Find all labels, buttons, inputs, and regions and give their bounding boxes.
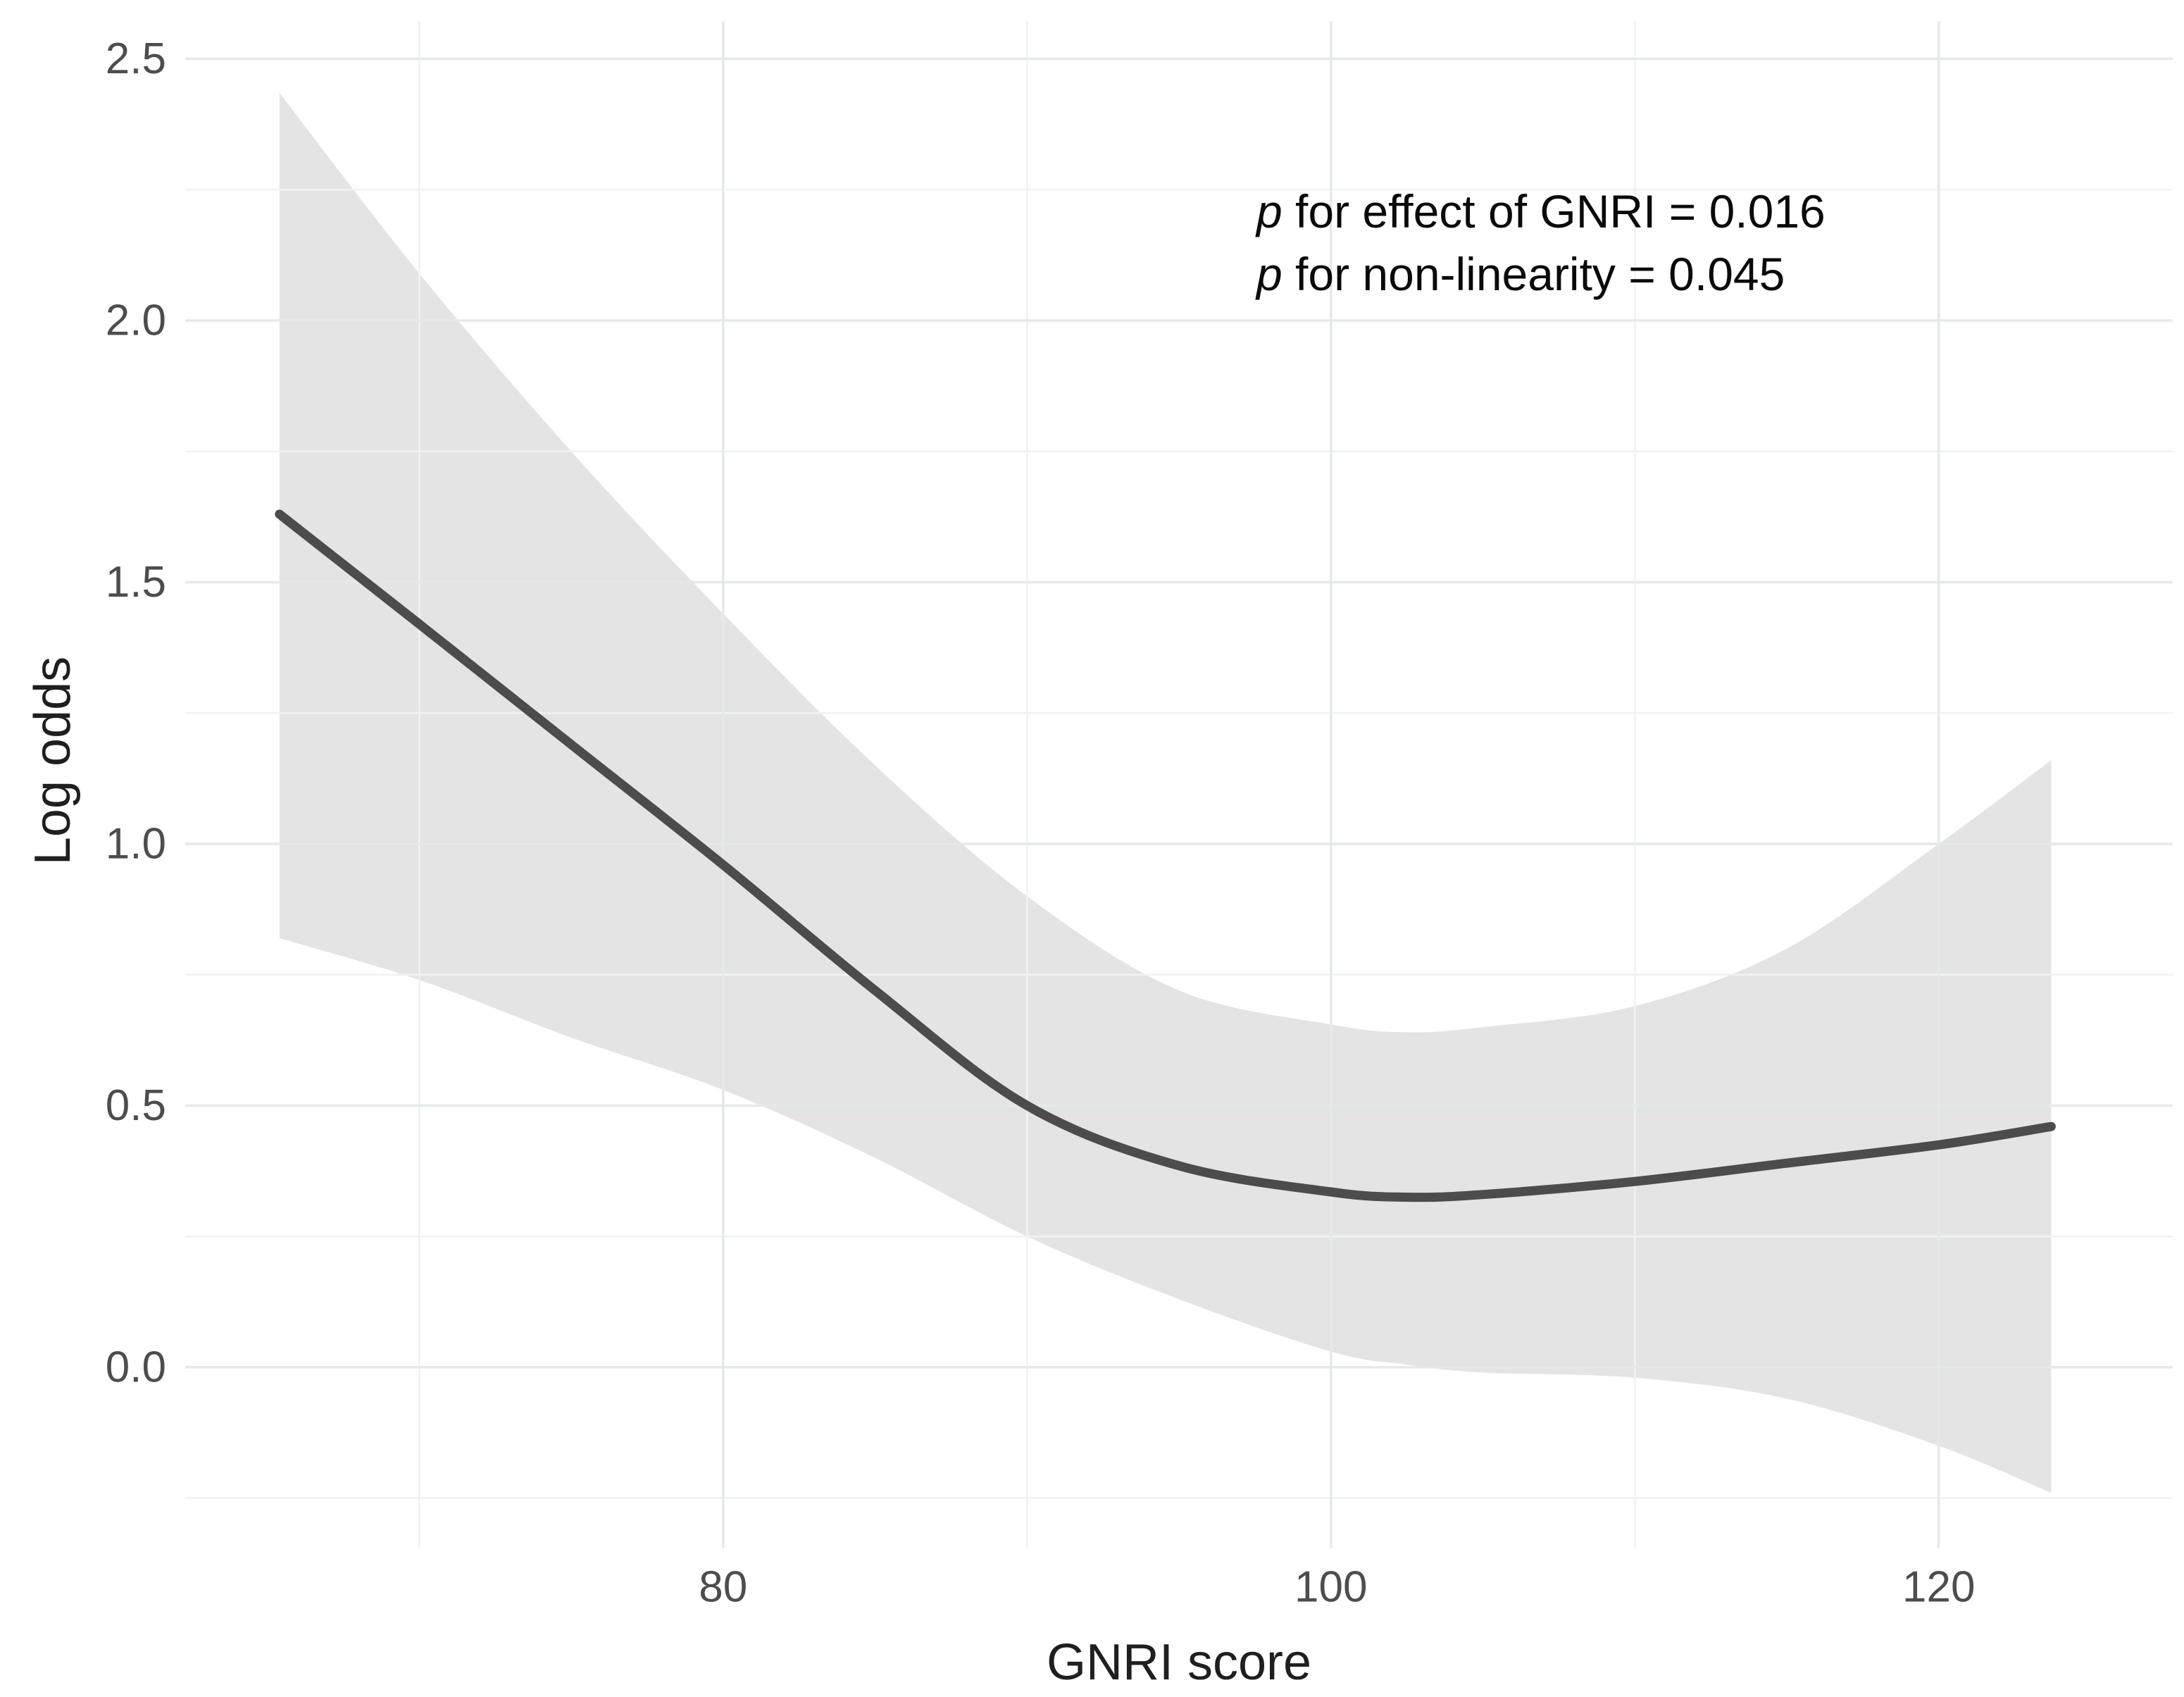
- y-tick-label: 2.5: [106, 35, 166, 83]
- annotation-p-symbol-1: p: [1255, 185, 1283, 237]
- fit-line: [275, 509, 2056, 1202]
- annotation-line-2: p for non-linearity = 0.045: [1255, 248, 1785, 300]
- annotation-p-symbol-2: p: [1255, 248, 1283, 300]
- y-tick-label: 0.5: [106, 1081, 166, 1130]
- annotation-line-1: p for effect of GNRI = 0.016: [1255, 185, 1826, 237]
- annotation-text-1: for effect of GNRI = 0.016: [1283, 185, 1826, 237]
- confidence-band: [279, 92, 2052, 1493]
- x-tick-label: 100: [1294, 1563, 1367, 1612]
- annotation-text-2: for non-linearity = 0.045: [1283, 248, 1785, 300]
- y-axis-tick-labels: 2.5 2.0 1.5 1.0 0.5 0.0: [106, 35, 166, 1391]
- y-tick-label: 1.5: [106, 558, 166, 607]
- x-tick-label: 80: [699, 1563, 747, 1612]
- x-axis-tick-labels: 80 100 120: [699, 1563, 1975, 1612]
- y-tick-label: 0.0: [106, 1343, 166, 1391]
- y-tick-label: 1.0: [106, 819, 166, 868]
- y-axis-title: Log odds: [25, 657, 81, 865]
- major-gridlines: [185, 21, 2173, 1548]
- y-tick-label: 2.0: [106, 296, 166, 344]
- x-axis-title: GNRI score: [1047, 1634, 1311, 1691]
- x-tick-label: 120: [1902, 1563, 1975, 1612]
- minor-gridlines: [185, 21, 2173, 1548]
